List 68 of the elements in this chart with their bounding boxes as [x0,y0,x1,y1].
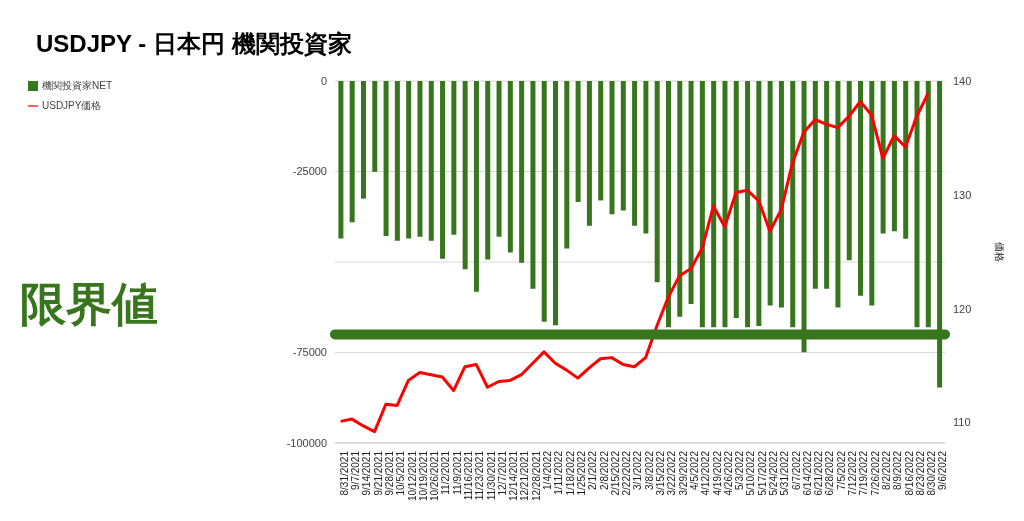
y2-tick-label: 120 [953,302,972,315]
x-tick-label: 5/31/2022 [779,450,791,496]
x-tick-label: 8/30/2022 [926,450,938,496]
legend-label: 機関投資家NET [42,80,112,91]
x-tick-label: 6/7/2022 [790,450,802,490]
y-tick-label: -100000 [286,436,327,449]
x-tick-label: 4/12/2022 [700,450,712,496]
x-tick-label: 4/19/2022 [711,450,723,496]
x-tick-label: 12/14/2021 [508,450,520,502]
x-tick-label: 7/19/2022 [858,450,870,496]
x-tick-label: 7/26/2022 [869,450,881,496]
x-tick-label: 11/23/2021 [474,450,486,501]
x-tick-label: 11/16/2021 [463,450,475,501]
x-tick-label: 3/1/2022 [632,450,644,490]
x-tick-label: 1/11/2022 [553,450,565,495]
x-tick-label: 12/7/2021 [496,450,508,496]
x-tick-label: 7/12/2022 [847,450,859,496]
line-series [339,92,930,434]
x-tick-label: 1/4/2022 [542,450,554,490]
x-tick-label: 3/29/2022 [677,450,689,496]
x-tick-label: 8/2/2022 [880,450,892,490]
x-tick-label: 1/18/2022 [564,450,576,496]
x-tick-label: 8/31/2021 [338,450,350,496]
chart-title: USDJPY - 日本円 機関投資家 [36,29,352,59]
x-tick-label: 9/28/2021 [383,450,395,496]
x-tick-label: 8/23/2022 [914,450,926,496]
x-tick-label: 3/15/2022 [655,450,667,496]
y2-tick-label: 110 [953,416,971,429]
x-tick-label: 12/28/2021 [530,450,542,502]
x-tick-label: 2/1/2022 [587,450,599,490]
x-tick-label: 9/14/2021 [361,450,373,496]
x-tick-label: 10/5/2021 [395,450,407,496]
x-tick-label: 3/22/2022 [666,450,678,496]
y2-tick-label: 140 [953,74,972,87]
y-tick-label: 0 [320,74,327,87]
x-tick-label: 5/24/2022 [768,450,780,496]
x-tick-label: 4/5/2022 [688,450,700,490]
x-tick-label: 11/30/2021 [485,450,497,501]
x-tick-label: 10/19/2021 [417,450,429,502]
ref-line-label: 限界値 [20,278,158,331]
x-tick-label: 9/6/2022 [937,450,949,490]
x-tick-label: 10/26/2021 [429,450,441,502]
x-tick-label: 6/21/2022 [813,450,825,496]
x-tick-label: 2/15/2022 [609,450,621,496]
x-tick-label: 6/28/2022 [824,450,836,496]
x-tick-label: 5/10/2022 [745,450,757,496]
x-tick-label: 8/9/2022 [892,450,904,490]
x-tick-label: 5/17/2022 [756,450,768,496]
x-tick-label: 7/5/2022 [835,450,847,490]
x-tick-label: 12/21/2021 [519,450,531,502]
x-tick-label: 9/21/2021 [372,450,384,496]
x-tick-label: 10/12/2021 [406,450,418,502]
x-tick-label: 3/8/2022 [643,450,655,490]
x-tick-label: 5/3/2022 [734,450,746,490]
legend-label: USDJPY価格 [42,100,102,111]
y2-axis-title: 価格 [994,242,1006,262]
x-tick-label: 6/14/2022 [801,450,813,496]
x-tick-label: 4/26/2022 [722,450,734,496]
x-tick-label: 2/22/2022 [621,450,633,496]
y-tick-label: -25000 [292,165,327,178]
x-tick-label: 1/25/2022 [575,450,587,496]
x-tick-label: 11/9/2021 [451,450,463,495]
x-tick-label: 2/8/2022 [598,450,610,490]
y2-tick-label: 130 [953,188,972,201]
y-tick-label: -75000 [292,346,327,359]
x-tick-label: 11/2/2021 [440,450,452,495]
x-tick-label: 9/7/2021 [350,450,362,490]
x-tick-label: 8/16/2022 [903,450,915,496]
